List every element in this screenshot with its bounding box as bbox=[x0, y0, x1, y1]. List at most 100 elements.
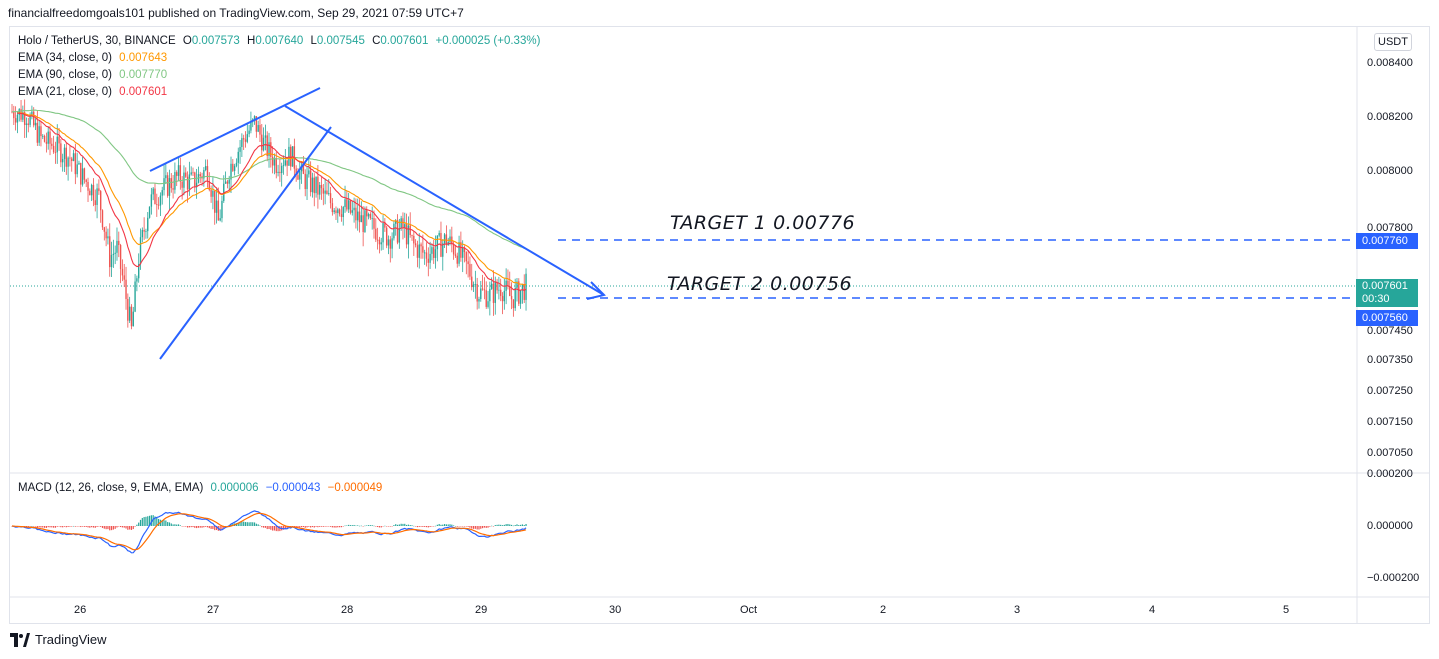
macd-hist-bar bbox=[512, 525, 514, 527]
candle-body bbox=[210, 189, 212, 197]
candle-body bbox=[223, 183, 225, 201]
macd-hist-bar bbox=[78, 526, 80, 527]
candle-body bbox=[43, 135, 46, 142]
time-tick: 4 bbox=[1149, 604, 1156, 616]
candle-body bbox=[469, 264, 471, 277]
candle-body bbox=[376, 239, 379, 241]
macd-hist-bar bbox=[411, 525, 413, 526]
macd-hist-bar bbox=[116, 526, 118, 528]
macd-hist-bar bbox=[114, 526, 116, 529]
ema34-legend[interactable]: EMA (34, close, 0) 0.007643 bbox=[18, 52, 167, 64]
macd-hist-bar bbox=[177, 524, 180, 526]
ema34-label: EMA (34, close, 0) bbox=[18, 52, 112, 64]
candle-body bbox=[47, 131, 49, 144]
macd-hist-bar bbox=[319, 526, 321, 527]
candle-body bbox=[208, 180, 210, 190]
macd-hist-bar bbox=[335, 526, 337, 528]
macd-hist-bar bbox=[172, 524, 174, 526]
candle-body bbox=[458, 242, 460, 264]
macd-hist-bar bbox=[268, 526, 270, 530]
candle-body bbox=[480, 288, 482, 299]
macd-hist-bar bbox=[301, 526, 303, 528]
time-tick: Oct bbox=[740, 604, 758, 616]
candle-body bbox=[427, 258, 429, 263]
macd-hist-bar bbox=[500, 524, 502, 526]
macd-hist-bar bbox=[158, 519, 160, 526]
time-tick: 30 bbox=[609, 604, 622, 616]
candle-body bbox=[280, 165, 283, 174]
candle-body bbox=[34, 122, 37, 126]
macd-hist-bar bbox=[80, 526, 82, 528]
macd-hist-bar bbox=[472, 526, 475, 529]
downtrend-line bbox=[284, 105, 605, 296]
brand-name: TradingView bbox=[35, 632, 107, 647]
candle-body bbox=[481, 288, 484, 290]
macd-hist-bar bbox=[520, 524, 522, 526]
macd-hist-bar bbox=[315, 526, 317, 527]
macd-hist-value: 0.000006 bbox=[210, 482, 259, 494]
macd-hist-bar bbox=[514, 525, 516, 526]
candle-body bbox=[442, 243, 444, 257]
wedge-lower-line bbox=[159, 126, 332, 360]
high-value: 0.007640 bbox=[255, 35, 304, 47]
macd-hist-bar bbox=[194, 526, 196, 528]
macd-hist-bar bbox=[273, 526, 276, 531]
macd-hist-bar bbox=[509, 524, 511, 526]
macd-hist-bar bbox=[156, 517, 158, 526]
macd-hist-bar bbox=[302, 526, 305, 528]
candle-body bbox=[423, 252, 426, 254]
time-tick: 27 bbox=[207, 604, 220, 616]
macd-hist-bar bbox=[404, 523, 406, 526]
symbol-label[interactable]: Holo / TetherUS, 30, BINANCE bbox=[18, 35, 176, 47]
candle-body bbox=[121, 268, 124, 276]
candle-body bbox=[463, 247, 466, 253]
candle-body bbox=[134, 281, 136, 312]
candle-body bbox=[215, 200, 218, 213]
drawings bbox=[149, 87, 606, 360]
candle-body bbox=[434, 249, 437, 258]
candle-body bbox=[329, 193, 332, 204]
macd-hist-bar bbox=[333, 526, 335, 528]
currency-button[interactable]: USDT bbox=[1374, 33, 1412, 51]
macd-hist-bar bbox=[181, 526, 183, 527]
macd-hist-bar bbox=[498, 524, 500, 526]
candle-body bbox=[119, 245, 122, 269]
candle-body bbox=[168, 178, 171, 196]
candle-body bbox=[400, 218, 402, 229]
candle-body bbox=[16, 114, 19, 123]
candle-body bbox=[485, 290, 487, 307]
macd-hist-bar bbox=[275, 526, 277, 532]
macd-hist-bar bbox=[415, 526, 417, 527]
macd-hist-bar bbox=[447, 524, 449, 526]
time-tick: 28 bbox=[341, 604, 354, 616]
ema90-legend[interactable]: EMA (90, close, 0) 0.007770 bbox=[18, 69, 167, 81]
ema21-legend[interactable]: EMA (21, close, 0) 0.007601 bbox=[18, 86, 167, 98]
macd-hist-bar bbox=[456, 526, 458, 527]
candle-body bbox=[357, 211, 359, 221]
candle-body bbox=[472, 284, 475, 288]
macd-hist-bar bbox=[420, 526, 422, 527]
price-tick: 0.007350 bbox=[1367, 354, 1413, 366]
candle-body bbox=[147, 217, 149, 232]
macd-hist-bar bbox=[248, 522, 250, 526]
candle-body bbox=[224, 181, 227, 184]
footer-brand[interactable]: TradingView bbox=[10, 632, 107, 647]
macd-hist-bar bbox=[491, 525, 493, 527]
candle-body bbox=[148, 206, 151, 218]
macd-legend[interactable]: MACD (12, 26, close, 9, EMA, EMA) 0.0000… bbox=[18, 482, 382, 494]
macd-hist-bar bbox=[346, 525, 348, 526]
macd-hist-bar bbox=[482, 526, 484, 529]
candle-body bbox=[112, 253, 115, 255]
macd-hist-bar bbox=[98, 526, 100, 527]
macd-hist-bar bbox=[219, 526, 221, 531]
candle-body bbox=[490, 283, 493, 289]
candle-body bbox=[279, 171, 281, 174]
macd-hist-bar bbox=[101, 526, 104, 528]
candle-body bbox=[143, 230, 145, 232]
candle-body bbox=[404, 224, 406, 228]
macd-hist-bar bbox=[387, 526, 390, 527]
macd-line bbox=[11, 510, 527, 554]
candle-body bbox=[387, 239, 390, 246]
candle-body bbox=[337, 209, 339, 214]
